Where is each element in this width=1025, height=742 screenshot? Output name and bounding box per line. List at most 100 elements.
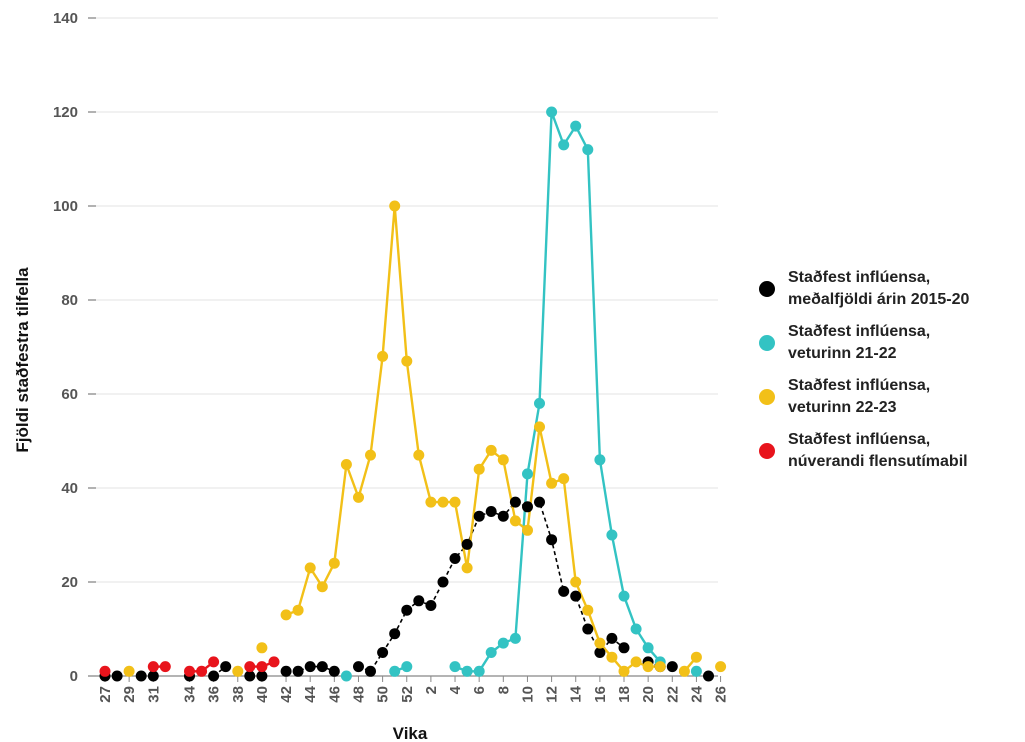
x-tick-label: 2 xyxy=(423,686,440,694)
legend-label: Staðfest inflúensa, xyxy=(788,269,930,286)
x-tick-label: 42 xyxy=(278,686,295,703)
data-point xyxy=(256,642,268,654)
data-point xyxy=(534,421,545,433)
x-tick-label: 6 xyxy=(471,686,488,694)
data-point xyxy=(208,656,220,668)
y-tick-label: 20 xyxy=(61,574,78,591)
x-tick-label: 29 xyxy=(121,686,138,703)
data-point xyxy=(558,585,570,597)
data-point xyxy=(316,661,328,673)
data-point xyxy=(678,665,690,677)
data-point xyxy=(546,106,558,118)
data-point xyxy=(377,350,389,362)
x-axis-title: Vika xyxy=(393,724,428,742)
data-point xyxy=(449,553,461,564)
data-point xyxy=(159,661,171,673)
data-point xyxy=(99,665,111,677)
grid-lines xyxy=(96,17,718,583)
data-point xyxy=(232,665,244,677)
y-axis: 0 20 40 60 80 100 120 140 xyxy=(53,10,96,685)
x-tick-label: 20 xyxy=(640,686,657,703)
data-point xyxy=(147,670,159,682)
data-point xyxy=(473,463,485,475)
legend-label: núverandi flensutímabil xyxy=(788,453,968,470)
data-point xyxy=(522,468,533,480)
x-tick-label: 48 xyxy=(350,686,367,703)
data-point xyxy=(497,637,509,649)
legend-marker xyxy=(759,389,775,405)
x-tick-label: 38 xyxy=(230,686,247,703)
data-point xyxy=(256,670,268,682)
legend-label: Staðfest inflúensa, xyxy=(788,377,930,394)
data-point xyxy=(268,656,280,668)
data-point xyxy=(304,661,316,673)
data-point xyxy=(690,651,702,663)
data-point xyxy=(111,670,123,682)
series-line xyxy=(358,501,625,673)
data-point xyxy=(606,529,618,541)
x-tick-label: 18 xyxy=(616,686,633,703)
x-tick-label: 44 xyxy=(302,685,319,702)
data-point xyxy=(594,637,606,649)
data-point xyxy=(618,642,630,654)
x-tick-label: 26 xyxy=(713,686,730,703)
data-point xyxy=(509,515,521,527)
data-point xyxy=(244,670,256,682)
x-tick-label: 46 xyxy=(326,686,343,703)
x-tick-label: 22 xyxy=(664,686,681,703)
data-point xyxy=(630,623,642,635)
data-point xyxy=(413,595,425,607)
data-point xyxy=(196,665,208,677)
y-tick-label: 60 xyxy=(61,386,78,403)
data-point xyxy=(666,661,678,673)
data-point xyxy=(449,496,461,508)
data-point xyxy=(353,491,364,503)
x-tick-label: 16 xyxy=(592,686,609,703)
data-point xyxy=(582,623,594,635)
data-point xyxy=(558,139,570,151)
data-point xyxy=(328,665,340,677)
data-point xyxy=(184,665,195,677)
x-tick-label: 8 xyxy=(495,686,512,694)
data-point xyxy=(509,632,521,644)
y-tick-label: 140 xyxy=(53,10,78,27)
data-point xyxy=(244,661,256,673)
data-point xyxy=(316,581,328,593)
data-point xyxy=(546,477,558,489)
data-point xyxy=(292,604,304,616)
data-point xyxy=(606,651,618,663)
data-point xyxy=(340,459,352,470)
data-point xyxy=(642,661,654,673)
legend-label: meðalfjöldi árin 2015-20 xyxy=(788,291,970,308)
series-points xyxy=(99,106,727,682)
data-point xyxy=(135,670,147,682)
y-tick-label: 0 xyxy=(70,668,78,685)
x-tick-label: 14 xyxy=(568,685,585,702)
data-point xyxy=(570,590,582,602)
data-point xyxy=(280,665,292,677)
data-point xyxy=(461,562,473,574)
series-line xyxy=(285,204,661,673)
y-tick-label: 40 xyxy=(61,480,78,497)
data-point xyxy=(509,496,521,508)
data-point xyxy=(546,534,558,546)
legend-label: veturinn 22-23 xyxy=(788,399,897,416)
data-point xyxy=(437,496,449,508)
data-point xyxy=(654,661,666,673)
data-point xyxy=(292,665,304,677)
data-point xyxy=(534,397,545,409)
legend-label: veturinn 21-22 xyxy=(788,345,897,362)
y-axis-title: Fjöldi staðfestra tilfella xyxy=(13,267,32,453)
data-point xyxy=(485,444,497,456)
data-point xyxy=(208,670,220,682)
x-tick-label: 27 xyxy=(97,686,114,703)
data-point xyxy=(606,632,618,644)
data-point xyxy=(304,562,316,574)
x-tick-label: 36 xyxy=(206,686,223,703)
data-point xyxy=(582,604,594,616)
data-point xyxy=(582,144,594,156)
data-point xyxy=(594,454,606,466)
data-point xyxy=(365,665,376,677)
data-point xyxy=(618,590,630,602)
legend: Staðfest inflúensa, meðalfjöldi árin 2015… xyxy=(759,269,970,470)
